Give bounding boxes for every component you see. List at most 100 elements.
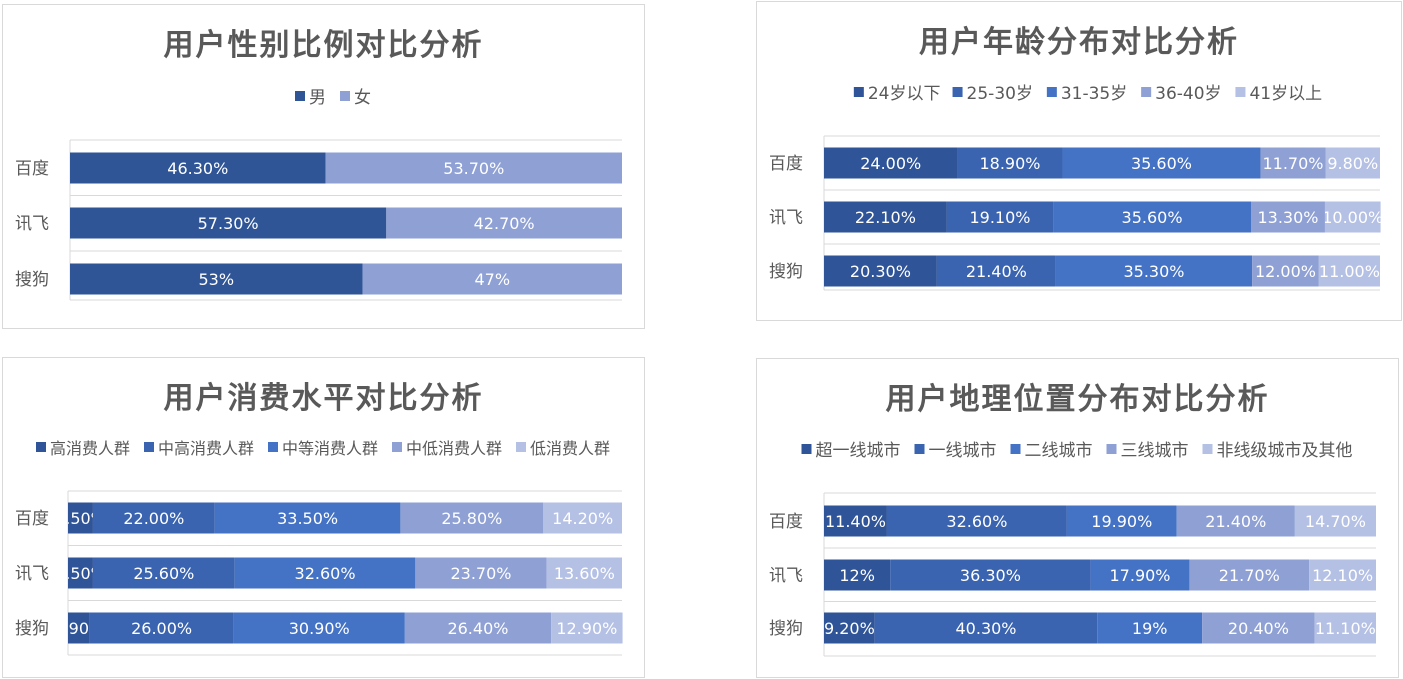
data-label: 10.00% [1322,208,1383,227]
category-label: 搜狗 [15,619,49,639]
chart-panel-age: 用户年龄分布对比分析 24岁以下 25-30岁 31-35岁 36-40岁 41岁以上 百度… [756,1,1402,321]
bar [1318,255,1380,287]
data-label: 21.40% [1205,512,1266,531]
chart-title: 用户年龄分布对比分析 [919,25,1239,60]
bar [824,147,958,179]
bar-segment: 9.80% [1325,147,1380,179]
legend-swatch [1106,444,1117,454]
legend-swatch [268,442,278,452]
bar-segment: 25.60% [92,557,235,589]
bar [70,207,387,239]
bar [386,207,622,239]
data-label: 35.30% [1123,262,1184,281]
bar [70,152,326,184]
bar [824,505,887,537]
bar-segment: 21.40% [1176,505,1295,537]
bar [824,255,937,287]
legend-item: 男 [295,88,326,108]
bar [1314,612,1376,644]
data-label: 42.70% [474,214,535,233]
legend-label: 低消费人群 [530,439,610,458]
bar-segment: 12.90% [551,612,623,644]
chart-title: 用户地理位置分布对比分析 [886,382,1270,417]
bar-segment: 57.30% [70,207,387,239]
legend-item: 36-40岁 [1141,84,1222,104]
legend-label: 中高消费人群 [158,439,254,458]
bar-segment: 22.00% [92,502,215,534]
legend-label: 一线城市 [929,441,997,461]
category-label: 百度 [15,509,49,529]
legend-item: 中高消费人群 [144,439,254,458]
legend-swatch [1235,87,1246,97]
data-label: 11.00% [1319,262,1380,281]
bar [957,147,1063,179]
bar-segment: 22.10% [824,201,947,233]
legend: 高消费人群 中高消费人群 中等消费人群 中低消费人群 低消费人群 [36,439,610,458]
legend-item: 高消费人群 [36,439,130,458]
legend-swatch [914,444,925,454]
bar-segment: 18.90% [957,147,1063,179]
bar [824,559,891,591]
data-label: 13.60% [554,564,615,583]
bar-segment: 32.60% [886,505,1067,537]
bar-segment: 40.30% [874,612,1098,644]
bar [1066,505,1177,537]
bar-segment: 19.90% [1066,505,1177,537]
bar [551,612,623,644]
legend: 24岁以下 25-30岁 31-35岁 36-40岁 41岁以上 [853,84,1322,104]
bar-segment: 21.70% [1189,559,1310,591]
legend: 超一线城市 一线城市 二线城市 三线城市 非线级城市及其他 [801,441,1353,461]
legend-item: 女 [340,88,371,108]
data-label: 26.40% [447,619,508,638]
bar-segment: 53% [70,263,363,295]
legend-item: 一线城市 [914,441,997,461]
data-label: 20.30% [850,262,911,281]
bar [68,502,93,534]
bar [874,612,1098,644]
legend-item: 41岁以上 [1235,84,1322,104]
legend: 男女 [295,88,371,108]
data-label: 11.70% [1262,154,1323,173]
data-label: 47% [474,270,510,289]
legend-label: 超一线城市 [816,441,901,461]
bar [234,557,416,589]
data-label: 14.20% [552,509,613,528]
chart-panel-geography: 用户地理位置分布对比分析 超一线城市 一线城市 二线城市 三线城市 非线级城市及其他 百度 1… [756,358,1399,678]
bar-segment: 11.00% [1318,255,1380,287]
bar-segment: 14.70% [1294,505,1376,537]
chart-panel-consumption: 用户消费水平对比分析 高消费人群 中高消费人群 中等消费人群 中低消费人群 低消费人群 百度… [2,357,645,678]
legend-item: 超一线城市 [801,441,901,461]
bar [233,612,405,644]
bar-segment: 17.90% [1090,559,1190,591]
legend-label: 36-40岁 [1155,84,1221,104]
data-label: 22.00% [123,509,184,528]
data-label: 19.90% [1091,512,1152,531]
bar-segment: 35.30% [1055,255,1253,287]
legend-swatch [853,87,864,97]
bar-segment: 10.00% [1322,201,1383,233]
bar [946,201,1054,233]
bar [1055,255,1253,287]
bar-segment: 12.10% [1309,559,1376,591]
legend-swatch [36,442,46,452]
legend-item: 25-30岁 [952,84,1033,104]
bar [886,505,1067,537]
legend-swatch [801,444,812,454]
bar [1062,147,1261,179]
data-label: 57.30% [198,214,259,233]
data-label: 13.30% [1257,208,1318,227]
data-label: 32.60% [946,512,1007,531]
bar [824,612,875,644]
bar-segment: 3.90% [68,612,90,644]
chart-age: 用户年龄分布对比分析 24岁以下 25-30岁 31-35岁 36-40岁 41岁以上百度… [769,25,1383,291]
bar [1189,559,1310,591]
legend-label: 41岁以上 [1249,84,1322,104]
bar [92,502,215,534]
data-label: 20.40% [1228,619,1289,638]
legend-swatch [516,442,526,452]
bar-segment: 23.70% [415,557,547,589]
category-label: 讯飞 [15,214,49,234]
legend-label: 男 [309,88,326,108]
